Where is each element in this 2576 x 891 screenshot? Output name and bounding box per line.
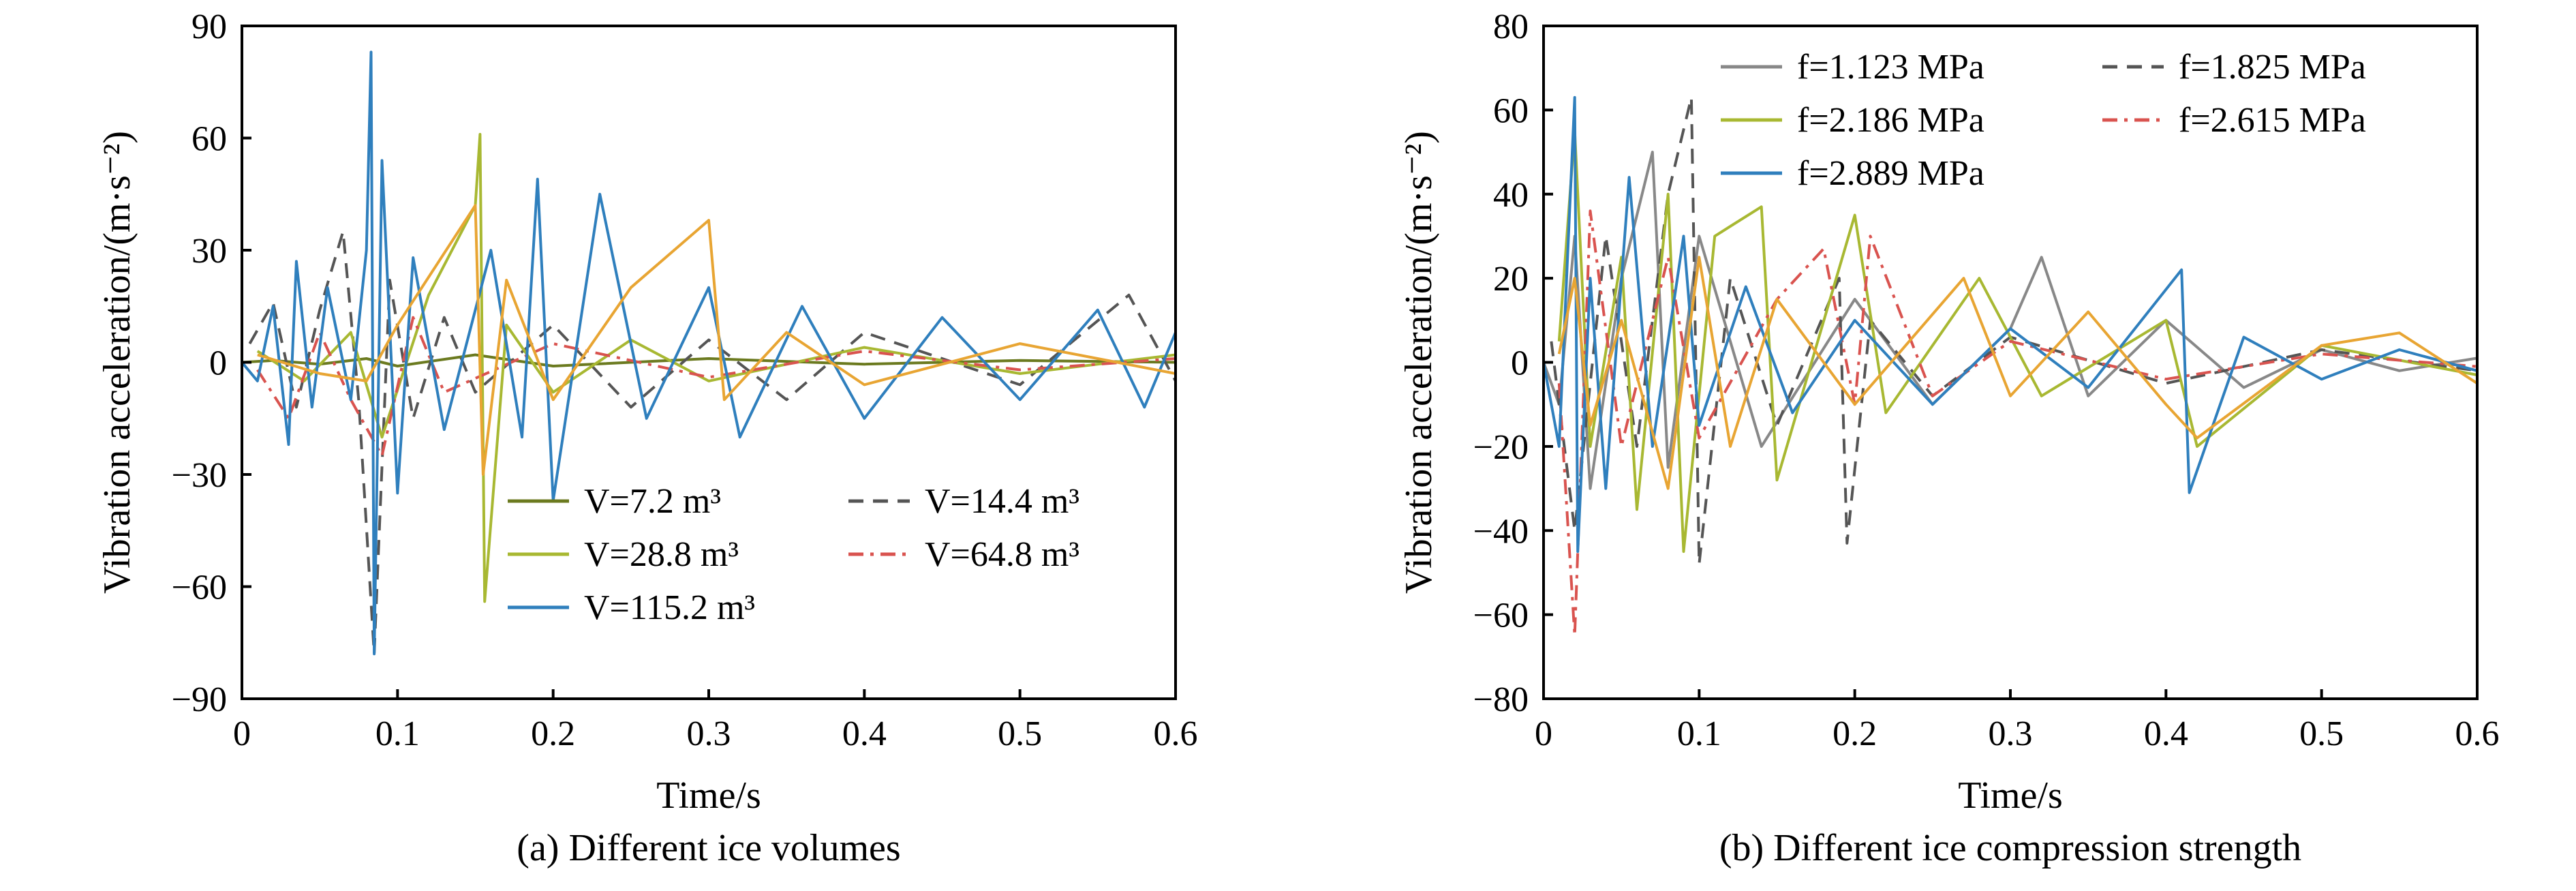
y-tick-label: 80 <box>1493 7 1529 46</box>
series-line-4 <box>242 50 1176 656</box>
y-tick-label: −20 <box>1473 428 1529 467</box>
x-axis-title: Time/s <box>1958 774 2063 817</box>
y-tick-label: 0 <box>1511 344 1529 383</box>
series-line-5 <box>1557 256 2477 490</box>
chart-panel-a: 0 0.1 0.2 0.3 0.4 0.5 0.6 90 60 30 0 −30 −60 −90 Time/… <box>96 7 1198 869</box>
series-line-2 <box>1557 130 2477 554</box>
series-line-0 <box>242 353 1176 367</box>
legend-label: f=2.889 MPa <box>1797 154 1984 193</box>
x-tick-label: 0.4 <box>842 714 887 753</box>
legend: f=1.123 MPa f=1.825 MPa f=2.186 MPa f=2.615… <box>1721 48 2366 193</box>
legend-label: V=115.2 m³ <box>584 588 755 627</box>
x-tick-label: 0.3 <box>1989 714 2033 753</box>
series-line-1 <box>248 230 1176 656</box>
chart-panel-b: 0 0.1 0.2 0.3 0.4 0.5 0.6 80 60 40 20 0 −20 −40 −60 −80… <box>1398 7 2500 869</box>
x-tick-label: 0.1 <box>375 714 420 753</box>
legend-label: V=14.4 m³ <box>925 482 1079 521</box>
x-tick-label: 0.5 <box>2299 714 2344 753</box>
x-tick-label: 0.2 <box>1833 714 1877 753</box>
legend-label: V=28.8 m³ <box>584 535 739 574</box>
x-axis-title: Time/s <box>656 774 761 817</box>
panel-caption: (a) Different ice volumes <box>517 827 900 869</box>
y-tick-label: 60 <box>1493 91 1529 130</box>
y-tick-label: 20 <box>1493 260 1529 299</box>
y-tick-label: 60 <box>191 120 227 159</box>
x-tick-label: 0.2 <box>531 714 575 753</box>
series-line-3 <box>256 316 1176 457</box>
series-group <box>242 50 1176 656</box>
x-tick-label: 0.5 <box>998 714 1042 753</box>
y-tick-label: 90 <box>191 7 227 46</box>
legend-label: f=2.186 MPa <box>1797 101 1984 140</box>
y-tick-label: −60 <box>1473 596 1529 635</box>
x-tick-label: 0.3 <box>687 714 731 753</box>
y-tick-label: 40 <box>1493 176 1529 215</box>
series-line-0 <box>1544 151 2477 490</box>
x-tick-label: 0.6 <box>1154 714 1198 753</box>
legend-label: f=1.825 MPa <box>2179 48 2366 87</box>
series-group <box>1544 95 2477 637</box>
x-tick-label: 0.6 <box>2455 714 2500 753</box>
x-tick-label: 0.4 <box>2144 714 2188 753</box>
series-line-3 <box>1557 209 2477 637</box>
x-tick-label: 0 <box>233 714 251 753</box>
y-axis-title: Vibration acceleration/(m·s⁻²) <box>96 131 138 594</box>
y-tick-label: −30 <box>172 456 227 495</box>
legend-label: V=7.2 m³ <box>584 482 721 521</box>
panel-caption: (b) Different ice compression strength <box>1719 827 2301 869</box>
series-line-2 <box>256 133 1176 603</box>
y-tick-label: 30 <box>191 232 227 271</box>
y-axis-title: Vibration acceleration/(m·s⁻²) <box>1398 131 1440 594</box>
legend-label: f=2.615 MPa <box>2179 101 2366 140</box>
legend-label: f=1.123 MPa <box>1797 48 1984 87</box>
x-tick-label: 0 <box>1535 714 1552 753</box>
series-line-4 <box>1544 95 2477 554</box>
series-line-1 <box>1550 95 2477 566</box>
y-tick-label: −40 <box>1473 512 1529 551</box>
y-tick-label: 0 <box>209 344 227 383</box>
series-line-5 <box>257 204 1176 476</box>
legend-label: V=64.8 m³ <box>925 535 1079 574</box>
y-tick-label: −80 <box>1473 680 1529 719</box>
x-tick-label: 0.1 <box>1677 714 1721 753</box>
legend: V=7.2 m³ V=14.4 m³ V=28.8 m³ V=64.8 m³ V=115… <box>508 482 1079 627</box>
y-tick-label: −90 <box>172 680 227 719</box>
y-tick-label: −60 <box>172 569 227 607</box>
